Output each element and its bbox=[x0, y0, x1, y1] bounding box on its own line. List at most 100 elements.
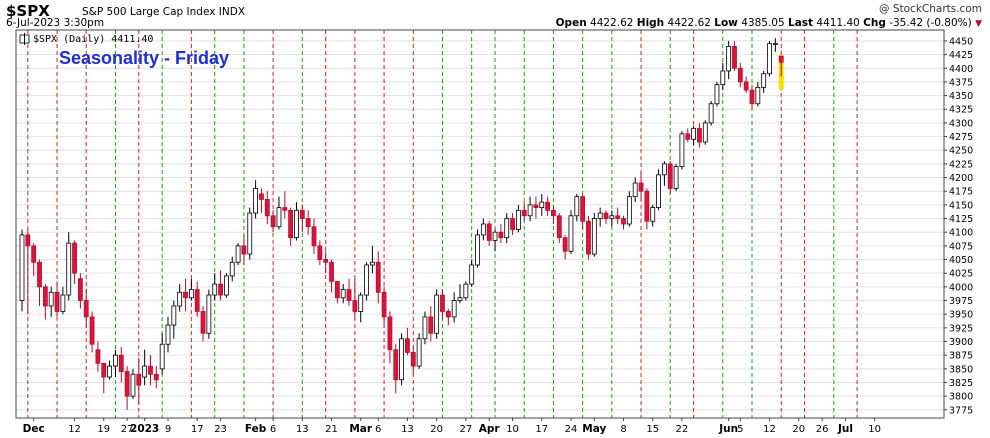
candle-body bbox=[667, 163, 673, 189]
x-tick-label: 17 bbox=[191, 424, 204, 435]
x-tick-label: 19 bbox=[97, 424, 110, 435]
candle-body bbox=[556, 215, 562, 239]
x-tick-label: 8 bbox=[620, 424, 626, 435]
candle-body bbox=[299, 209, 305, 219]
last-label: Last bbox=[788, 17, 814, 29]
x-tick-label: 22 bbox=[676, 424, 689, 435]
candle-body bbox=[253, 188, 259, 214]
candle-body bbox=[305, 218, 311, 228]
candle-body bbox=[451, 300, 457, 318]
candle-body bbox=[480, 223, 486, 236]
y-tick-label: 4350 bbox=[949, 91, 973, 102]
candle-body bbox=[697, 127, 702, 143]
candle-body bbox=[387, 316, 393, 351]
x-tick-label: 26 bbox=[816, 424, 829, 435]
y-tick-label: 4400 bbox=[949, 64, 973, 75]
candle-body bbox=[31, 245, 37, 263]
candle-body bbox=[369, 261, 375, 266]
stockcharts-watermark: @ StockCharts.com bbox=[879, 3, 982, 15]
candle-body bbox=[346, 289, 352, 301]
y-tick-label: 4375 bbox=[949, 77, 973, 88]
x-tick-label: 2023 bbox=[130, 423, 159, 435]
y-tick-label: 4100 bbox=[949, 228, 973, 239]
y-tick-label: 3925 bbox=[949, 323, 973, 334]
candle-body bbox=[294, 209, 299, 239]
candle-body bbox=[270, 215, 276, 228]
candle-body bbox=[644, 190, 650, 222]
y-tick-label: 4025 bbox=[949, 269, 973, 280]
y-tick-label: 4000 bbox=[949, 282, 973, 293]
candle-body bbox=[416, 338, 422, 367]
x-tick-label: Jun bbox=[718, 423, 738, 435]
candle-body bbox=[743, 81, 749, 91]
legend-text: $SPX (Daily) 4411.40 bbox=[33, 34, 153, 45]
last-value: 4411.40 bbox=[816, 17, 860, 29]
x-tick-label: 27 bbox=[459, 424, 472, 435]
y-tick-label: 3975 bbox=[949, 296, 973, 307]
candle-body bbox=[457, 297, 463, 301]
candle-body bbox=[685, 133, 691, 140]
y-tick-label: 3850 bbox=[949, 364, 973, 375]
x-tick-label: Feb bbox=[245, 423, 267, 435]
ohlc-summary: Open 4422.62 High 4422.62 Low 4385.05 La… bbox=[556, 17, 982, 29]
y-tick-label: 4425 bbox=[949, 50, 973, 61]
candle-body bbox=[352, 300, 358, 312]
candle-body bbox=[603, 212, 609, 219]
candle-body bbox=[241, 245, 247, 255]
x-tick-label: 20 bbox=[792, 424, 805, 435]
candle-body bbox=[492, 231, 498, 241]
candle-body bbox=[171, 305, 177, 326]
candle-body bbox=[737, 67, 743, 83]
candle-body bbox=[504, 218, 510, 239]
candle-body bbox=[673, 166, 679, 189]
candle-body bbox=[761, 73, 767, 88]
plot-area bbox=[16, 30, 944, 418]
candle-body bbox=[259, 193, 264, 200]
x-tick-label: 10 bbox=[868, 424, 881, 435]
candle-body bbox=[656, 174, 661, 209]
y-tick-label: 4050 bbox=[949, 255, 973, 266]
candle-body bbox=[89, 316, 95, 345]
x-tick-label: 24 bbox=[565, 424, 578, 435]
candle-body bbox=[551, 209, 556, 217]
candle-body bbox=[691, 127, 696, 140]
y-tick-label: 4075 bbox=[949, 241, 973, 252]
y-tick-label: 3825 bbox=[949, 378, 973, 389]
candle-body bbox=[533, 204, 539, 209]
candle-body bbox=[702, 122, 708, 143]
candle-body bbox=[434, 294, 440, 334]
candle-body bbox=[206, 294, 212, 334]
y-tick-label: 4125 bbox=[949, 214, 973, 225]
candle-body bbox=[510, 218, 515, 230]
y-tick-label: 3875 bbox=[949, 351, 973, 362]
candle-body bbox=[381, 291, 387, 318]
x-tick-label: 13 bbox=[296, 424, 309, 435]
candle-body bbox=[358, 294, 364, 312]
candle-body bbox=[638, 182, 644, 192]
candle-body bbox=[148, 365, 153, 375]
candle-body bbox=[662, 163, 667, 176]
candle-body bbox=[153, 373, 159, 381]
candle-body bbox=[469, 264, 475, 285]
x-tick-label: 20 bbox=[430, 424, 443, 435]
candle-body bbox=[159, 343, 165, 370]
candle-body bbox=[399, 338, 405, 381]
candle-body bbox=[54, 291, 60, 312]
open-value: 4422.62 bbox=[590, 17, 634, 29]
x-tick-label: 21 bbox=[325, 424, 338, 435]
candle-body bbox=[708, 103, 714, 124]
candle-body bbox=[183, 291, 188, 299]
candle-body bbox=[142, 365, 148, 378]
y-tick-label: 4150 bbox=[949, 200, 973, 211]
y-tick-label: 4300 bbox=[949, 118, 973, 129]
candle-body bbox=[626, 196, 632, 225]
candle-body bbox=[609, 215, 615, 219]
candle-body bbox=[568, 215, 574, 252]
y-tick-label: 4450 bbox=[949, 36, 973, 47]
candle-body bbox=[778, 55, 784, 63]
candle-body bbox=[393, 349, 399, 381]
candle-body bbox=[118, 354, 124, 372]
candle-body bbox=[42, 286, 48, 307]
chg-value: -35.42 (-0.80%) bbox=[889, 17, 972, 29]
x-tick-label: 17 bbox=[535, 424, 548, 435]
